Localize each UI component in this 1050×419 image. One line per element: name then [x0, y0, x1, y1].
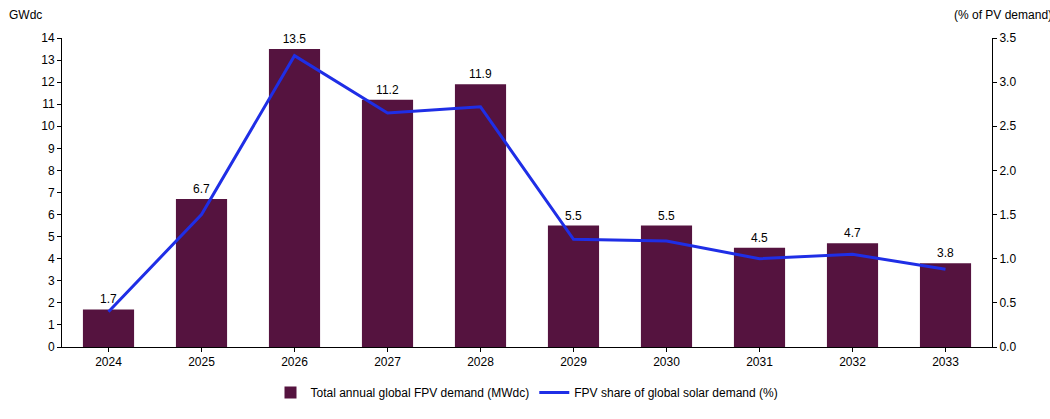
svg-text:10: 10: [41, 119, 55, 133]
svg-text:2027: 2027: [374, 355, 401, 369]
svg-text:12: 12: [41, 75, 55, 89]
svg-text:1.7: 1.7: [100, 292, 117, 306]
svg-text:13: 13: [41, 53, 55, 67]
svg-text:5.5: 5.5: [565, 209, 582, 223]
svg-text:7: 7: [48, 186, 55, 200]
svg-text:13.5: 13.5: [283, 32, 307, 46]
svg-text:3.0: 3.0: [999, 75, 1016, 89]
svg-text:0: 0: [48, 340, 55, 354]
svg-text:2031: 2031: [746, 355, 773, 369]
svg-text:2024: 2024: [95, 355, 122, 369]
svg-text:2025: 2025: [188, 355, 215, 369]
svg-text:2026: 2026: [281, 355, 308, 369]
svg-text:1.0: 1.0: [999, 252, 1016, 266]
svg-text:6: 6: [48, 208, 55, 222]
svg-text:3.8: 3.8: [937, 246, 954, 260]
svg-text:5.5: 5.5: [658, 209, 675, 223]
svg-text:(% of PV demand): (% of PV demand): [954, 8, 1050, 22]
svg-text:2033: 2033: [932, 355, 959, 369]
svg-text:14: 14: [41, 31, 55, 45]
svg-text:8: 8: [48, 164, 55, 178]
svg-text:1.5: 1.5: [999, 208, 1016, 222]
svg-text:Total annual global FPV demand: Total annual global FPV demand (MWdc): [311, 386, 530, 400]
svg-text:11.2: 11.2: [376, 83, 399, 97]
svg-text:9: 9: [48, 142, 55, 156]
svg-text:FPV share of global solar dema: FPV share of global solar demand (%): [574, 386, 777, 400]
svg-text:4.5: 4.5: [751, 231, 768, 245]
svg-text:11: 11: [42, 97, 55, 111]
svg-text:6.7: 6.7: [193, 182, 210, 196]
svg-text:3: 3: [48, 274, 55, 288]
svg-text:1: 1: [48, 318, 55, 332]
svg-text:4: 4: [48, 252, 55, 266]
svg-text:2028: 2028: [467, 355, 494, 369]
svg-text:0.0: 0.0: [999, 340, 1016, 354]
svg-text:2.0: 2.0: [999, 164, 1016, 178]
svg-text:11.9: 11.9: [469, 67, 492, 81]
svg-text:5: 5: [48, 230, 55, 244]
svg-text:0.5: 0.5: [999, 296, 1016, 310]
svg-text:2030: 2030: [653, 355, 680, 369]
svg-text:3.5: 3.5: [999, 31, 1016, 45]
svg-text:2.5: 2.5: [999, 119, 1016, 133]
svg-text:2029: 2029: [560, 355, 587, 369]
svg-text:2032: 2032: [839, 355, 866, 369]
svg-text:4.7: 4.7: [844, 226, 861, 240]
svg-text:GWdc: GWdc: [9, 8, 42, 22]
svg-text:2: 2: [48, 296, 55, 310]
